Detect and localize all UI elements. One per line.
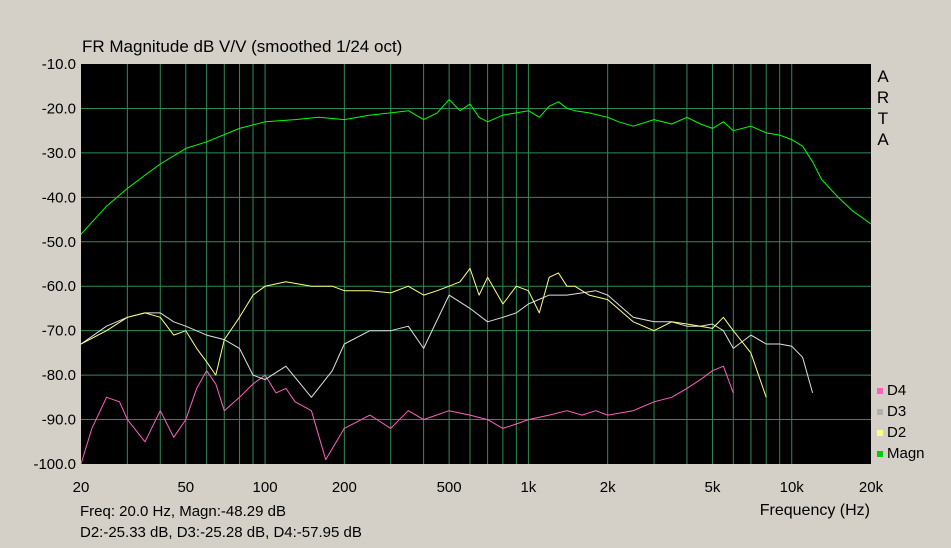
legend-label: D2 <box>887 424 907 441</box>
plot-area <box>81 64 871 464</box>
brand-letter: A <box>877 130 889 149</box>
y-tick-label: -50.0 <box>42 234 76 251</box>
legend-item-magn: Magn <box>877 443 925 464</box>
x-tick-label: 100 <box>253 479 278 496</box>
series-line-magn <box>80 99 872 235</box>
x-tick-label: 50 <box>177 479 194 496</box>
series-layer <box>80 99 872 465</box>
status-line-1: Freq: 20.0 Hz, Magn:-48.29 dB <box>80 503 286 520</box>
y-tick-label: -40.0 <box>42 189 76 206</box>
legend-label: D3 <box>887 403 907 420</box>
legend: D4 D3 D2 Magn <box>877 380 925 464</box>
brand-letter: A <box>877 67 889 86</box>
brand-letter: T <box>877 109 889 128</box>
status-line-2: D2:-25.33 dB, D3:-25.28 dB, D4:-57.95 dB <box>80 524 362 541</box>
legend-swatch <box>877 450 883 457</box>
series-line-d2 <box>80 267 767 398</box>
x-tick-label: 10k <box>780 479 805 496</box>
legend-item-d2: D2 <box>877 422 925 443</box>
y-tick-label: -30.0 <box>42 145 76 162</box>
x-tick-label: 20k <box>859 479 884 496</box>
legend-swatch <box>877 408 883 415</box>
x-tick-label: 1k <box>520 479 536 496</box>
y-tick-label: -10.0 <box>42 56 76 73</box>
chart-title: FR Magnitude dB V/V (smoothed 1/24 oct) <box>82 37 403 56</box>
grid <box>81 64 871 464</box>
y-tick-label: -90.0 <box>42 412 76 429</box>
legend-item-d4: D4 <box>877 380 925 401</box>
legend-item-d3: D3 <box>877 401 925 422</box>
y-tick-label: -80.0 <box>42 367 76 384</box>
x-tick-label: 2k <box>600 479 616 496</box>
legend-label: D4 <box>887 382 907 399</box>
x-tick-label: 20 <box>73 479 90 496</box>
y-tick-label: -60.0 <box>42 278 76 295</box>
legend-swatch <box>877 387 883 394</box>
legend-label: Magn <box>887 445 925 462</box>
x-axis-label: Frequency (Hz) <box>759 502 870 519</box>
legend-swatch <box>877 429 883 436</box>
x-tick-label: 200 <box>332 479 357 496</box>
y-tick-label: -70.0 <box>42 323 76 340</box>
y-tick-label: -100.0 <box>33 456 76 473</box>
y-tick-labels: -10.0 -20.0 -30.0 -40.0 -50.0 -60.0 -70.0 -80.0… <box>33 56 76 473</box>
brand-letter: R <box>876 88 890 107</box>
series-line-d3 <box>80 290 814 398</box>
y-tick-label: -20.0 <box>42 100 76 117</box>
series-line-d4 <box>80 365 734 465</box>
x-tick-labels: 20 50 100 200 500 1k 2k 5k 10k 20k <box>73 479 884 496</box>
x-tick-label: 500 <box>437 479 462 496</box>
x-tick-label: 5k <box>705 479 721 496</box>
